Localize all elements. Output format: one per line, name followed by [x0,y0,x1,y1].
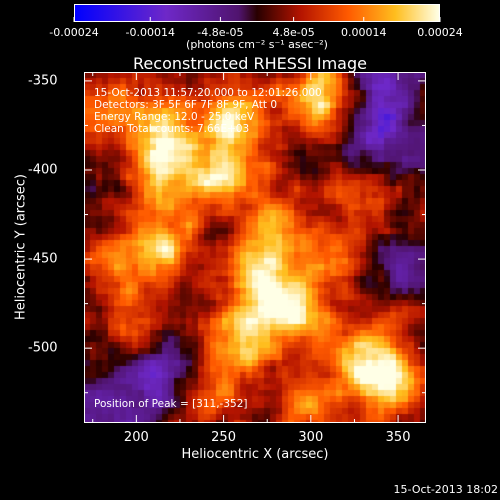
x-axis-label: Heliocentric X (arcsec) [181,447,329,462]
colorbar-tick-label: -0.00024 [49,26,99,39]
chart-title: Reconstructed RHESSI Image [133,54,367,73]
colorbar [74,4,440,22]
y-tick-label: -450 [28,251,58,267]
y-tick-label: -350 [28,73,58,89]
colorbar-tick-label: -4.8e-05 [197,26,244,39]
timestamp: 15-Oct-2013 18:02 [393,483,498,496]
annotation-peak: Position of Peak = [311,-352] [94,398,248,410]
annotation-time: 15-Oct-2013 11:57:20.000 to 12:01:26.000 [94,87,322,99]
y-tick-label: -400 [28,162,58,178]
heatmap-image [84,72,426,423]
x-tick-label: 250 [211,430,236,445]
annotation-energy: Energy Range: 12.0 - 25.0 keV [94,111,255,123]
y-tick-label: -500 [28,340,58,356]
x-tick-label: 300 [298,430,324,445]
colorbar-unit-label: (photons cm⁻² s⁻¹ asec⁻²) [186,38,328,51]
colorbar-tick-label: 0.00024 [417,26,463,39]
colorbar-tick-label: -0.00014 [125,26,175,39]
colorbar-tick-label: 4.8e-05 [272,26,315,39]
annotation-detectors: Detectors: 3F 5F 6F 7F 8F 9F, Att 0 [94,99,278,111]
plot-frame [84,72,426,423]
y-axis-label: Heliocentric Y (arcsec) [13,174,29,320]
colorbar-tick-label: 0.00014 [341,26,387,39]
x-tick-label: 350 [385,430,411,445]
x-tick-label: 200 [123,430,149,445]
annotation-clean: Clean Total counts: 7.66E+03 [94,123,250,135]
